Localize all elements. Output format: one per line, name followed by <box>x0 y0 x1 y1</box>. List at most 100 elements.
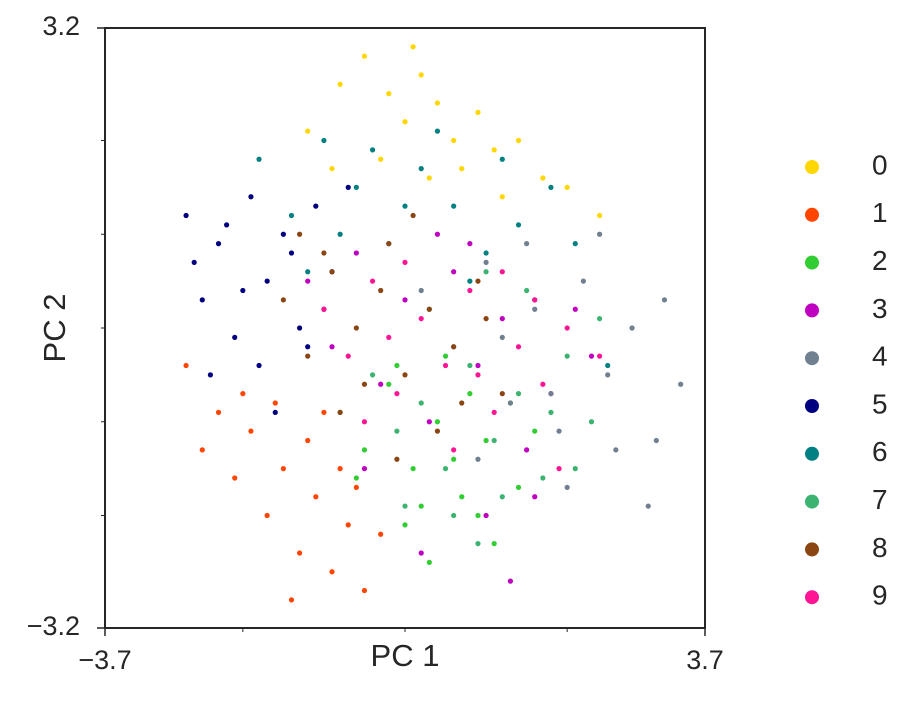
point <box>199 447 205 453</box>
legend-marker <box>805 160 819 174</box>
legend-marker <box>805 446 819 461</box>
point <box>215 241 222 247</box>
legend-marker <box>805 542 819 557</box>
point <box>580 278 586 284</box>
point <box>459 400 465 406</box>
point <box>329 344 335 350</box>
point <box>434 128 441 134</box>
point <box>288 212 295 219</box>
point <box>296 231 303 237</box>
point <box>394 456 400 462</box>
point <box>467 362 473 369</box>
point <box>564 184 570 190</box>
point <box>548 184 554 190</box>
point <box>426 175 432 181</box>
point <box>451 137 457 144</box>
point <box>402 259 408 265</box>
point <box>313 203 319 209</box>
point <box>475 362 481 369</box>
point <box>515 484 522 490</box>
point <box>483 512 489 519</box>
point <box>256 156 262 162</box>
point <box>264 512 270 519</box>
point <box>524 447 530 453</box>
point <box>451 203 457 209</box>
point <box>345 184 351 190</box>
point <box>588 419 595 425</box>
point <box>191 259 197 265</box>
legend-marker <box>805 399 819 413</box>
y-tick-label: −3.2 <box>27 611 80 641</box>
point <box>491 541 497 547</box>
point <box>467 391 473 397</box>
point <box>386 334 392 340</box>
point <box>337 466 343 472</box>
x-tick-label: 3.7 <box>686 645 724 675</box>
point <box>459 494 465 500</box>
point <box>540 175 546 181</box>
point <box>232 475 238 481</box>
point <box>596 212 603 219</box>
point <box>605 372 611 378</box>
point <box>515 344 522 350</box>
point <box>183 362 189 369</box>
point <box>442 466 449 472</box>
legend-label: 4 <box>872 341 888 372</box>
point <box>369 147 376 153</box>
point <box>329 569 335 575</box>
point <box>280 231 286 237</box>
point <box>475 372 481 378</box>
point <box>451 269 457 275</box>
point <box>613 447 619 453</box>
point <box>426 419 432 425</box>
point <box>540 475 546 481</box>
point <box>305 437 311 444</box>
point <box>240 391 246 397</box>
point <box>280 297 286 303</box>
point <box>353 475 359 481</box>
point <box>596 353 603 359</box>
point <box>410 44 416 50</box>
point <box>402 522 408 528</box>
point <box>572 241 578 247</box>
point <box>524 287 530 294</box>
point <box>418 287 424 294</box>
point <box>572 306 578 312</box>
point <box>272 409 278 415</box>
point <box>475 278 481 284</box>
point <box>588 353 595 359</box>
legend-marker <box>805 207 819 222</box>
point <box>515 391 522 397</box>
point <box>386 241 392 247</box>
point <box>361 447 368 453</box>
point <box>329 269 335 275</box>
point <box>353 184 359 190</box>
point <box>296 550 303 556</box>
plot-frame <box>104 27 706 629</box>
point <box>483 316 489 322</box>
point <box>532 306 538 312</box>
point <box>361 381 368 387</box>
point <box>410 212 416 219</box>
point <box>596 231 603 237</box>
point <box>353 484 359 490</box>
point <box>491 409 497 415</box>
y-tick-label: 3.2 <box>42 11 80 41</box>
point <box>378 287 384 294</box>
point <box>394 428 400 434</box>
point <box>402 297 408 303</box>
point <box>378 156 384 162</box>
point <box>467 278 473 284</box>
point <box>378 381 384 387</box>
point <box>507 400 514 406</box>
legend-label: 1 <box>872 197 888 228</box>
point <box>564 325 570 331</box>
point <box>515 137 522 144</box>
point <box>645 503 651 509</box>
point <box>491 437 497 444</box>
point <box>305 353 311 359</box>
point <box>483 250 489 256</box>
point <box>402 119 408 125</box>
point <box>507 578 514 584</box>
point <box>475 512 481 519</box>
